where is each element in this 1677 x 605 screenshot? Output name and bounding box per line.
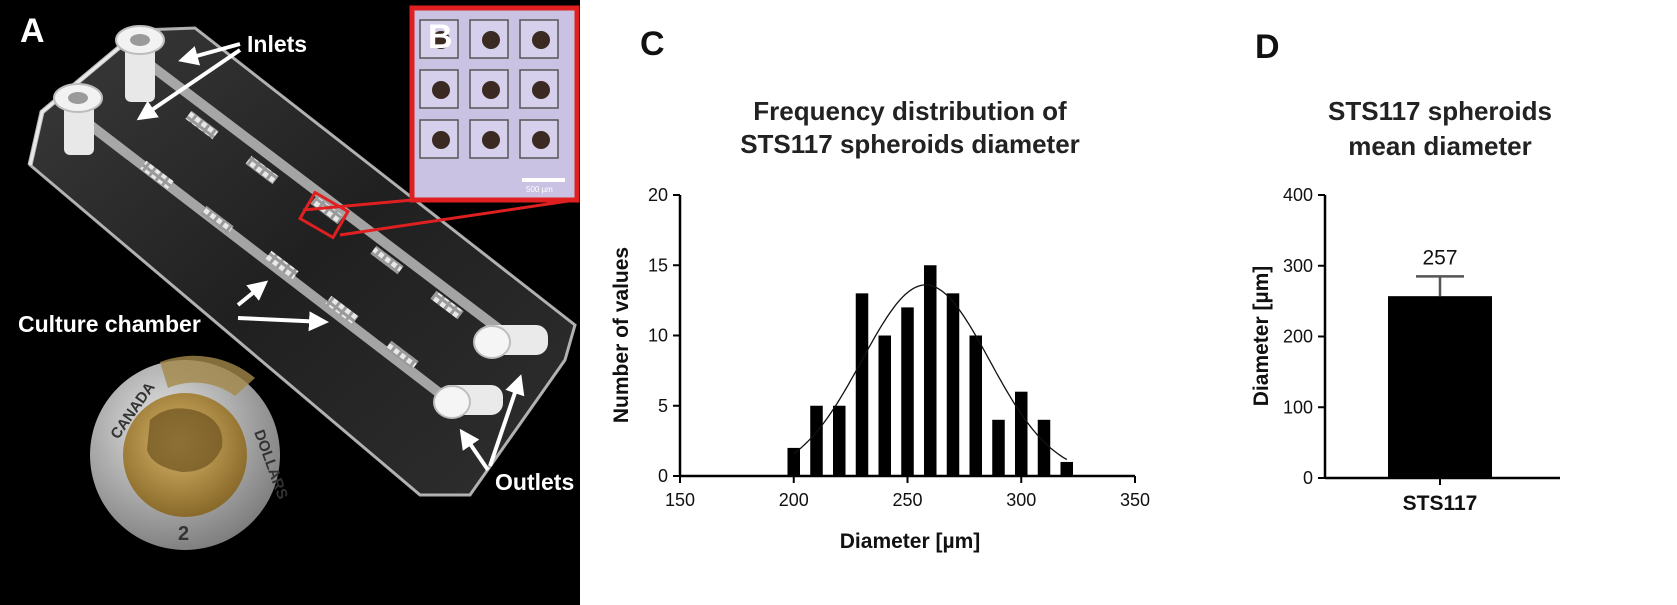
spheroid <box>482 81 500 99</box>
spheroid <box>432 131 450 149</box>
spheroid <box>532 81 550 99</box>
histogram-y-axis-label: Number of values <box>610 247 633 423</box>
spheroid <box>482 131 500 149</box>
coin-text-denomination: 2 <box>178 523 189 545</box>
histogram-bar <box>1014 391 1028 476</box>
spheroid <box>482 31 500 49</box>
outlet-port-1 <box>473 325 548 359</box>
histogram-plot: 0 5 10 15 20 150 200 250 300 350 <box>648 185 1150 510</box>
inlet-port-2 <box>53 83 103 155</box>
panel-letter-c: C <box>640 25 665 63</box>
panel-letter-d: D <box>1255 28 1280 66</box>
callout-source-box <box>297 190 351 240</box>
panel-c-histogram: C Frequency distribution of STS117 spher… <box>610 25 1150 553</box>
microwell-array <box>419 19 559 159</box>
histogram-bar <box>855 293 869 476</box>
histogram-y-tick-label: 15 <box>648 255 668 275</box>
panel-d-mean-bar: D STS117 spheroids mean diameter 0 100 200… <box>1250 28 1560 515</box>
histogram-x-tick-label: 250 <box>892 490 922 510</box>
spheroid <box>532 31 550 49</box>
culture-chamber-arrow-1 <box>236 280 269 307</box>
histogram-bar <box>901 307 914 476</box>
histogram-y-tick-label: 20 <box>648 185 668 205</box>
outlets-arrow-1 <box>459 428 490 472</box>
callout-line-2 <box>339 198 576 237</box>
microwell <box>519 69 559 109</box>
histogram-y-tick-label: 10 <box>648 326 668 346</box>
panel-b-micrograph: 500 µm B <box>409 5 580 203</box>
histogram-bar <box>810 405 823 476</box>
histogram-bar <box>946 293 960 476</box>
inlets-arrow-2 <box>136 48 242 121</box>
mean-y-tick-label: 400 <box>1283 185 1313 205</box>
histogram-bar <box>787 447 801 476</box>
panel-letter-b: B <box>428 18 453 56</box>
inlet-port-1 <box>115 25 165 102</box>
polar-bear-icon <box>147 408 223 472</box>
culture-chamber-arrow-2 <box>237 311 329 332</box>
spheroid <box>532 131 550 149</box>
histogram-bar <box>878 335 892 476</box>
histogram-bar <box>1060 461 1074 476</box>
histogram-fit-curve <box>793 284 1068 461</box>
histogram-x-tick-label: 300 <box>1006 490 1036 510</box>
histogram-title-line-2: STS117 spheroids diameter <box>740 129 1080 159</box>
histogram-y-tick-label: 5 <box>658 396 668 416</box>
histogram-bar <box>992 419 1005 476</box>
spheroid <box>432 81 450 99</box>
microfluidic-chip <box>27 25 577 497</box>
mean-title-line-1: STS117 spheroids <box>1328 96 1552 126</box>
spheroid <box>432 31 450 49</box>
outlets-arrow-2 <box>488 374 525 467</box>
histogram-x-tick-label: 200 <box>779 490 809 510</box>
mean-y-tick-label: 0 <box>1303 468 1313 488</box>
outlet-port-2 <box>433 385 503 419</box>
inlets-arrow-1 <box>178 42 241 66</box>
inlets-label: Inlets <box>247 31 307 57</box>
histogram-bar <box>923 265 937 476</box>
two-dollar-coin: CANADA DOLLARS 2 <box>90 355 291 550</box>
histogram-x-axis-label: Diameter [µm] <box>840 530 980 553</box>
mean-y-axis-label: Diameter [µm] <box>1250 266 1273 406</box>
histogram-x-tick-label: 350 <box>1120 490 1150 510</box>
histogram-x-tick-label: 150 <box>665 490 695 510</box>
mean-data-label: 257 <box>1422 246 1457 269</box>
outlets-label: Outlets <box>495 469 574 495</box>
mean-y-tick-label: 200 <box>1283 327 1313 347</box>
mean-bar-plot: 0 100 200 300 400 257 STS117 <box>1283 185 1560 515</box>
histogram-title-line-1: Frequency distribution of <box>753 96 1067 126</box>
histogram-bar <box>832 405 846 476</box>
panel-letter-a: A <box>20 12 45 50</box>
histogram-bar <box>1037 419 1051 476</box>
callout-line-1 <box>302 198 413 212</box>
mean-y-tick-label: 100 <box>1283 397 1313 417</box>
mean-category-label: STS117 <box>1403 492 1478 515</box>
histogram-bar <box>969 335 983 476</box>
culture-chamber-label: Culture chamber <box>18 311 201 337</box>
mean-y-tick-label: 300 <box>1283 256 1313 276</box>
histogram-y-tick-label: 0 <box>658 466 668 486</box>
mean-title-line-2: mean diameter <box>1348 131 1532 161</box>
scale-bar-label: 500 µm <box>526 185 553 194</box>
mean-bar <box>1388 296 1492 478</box>
